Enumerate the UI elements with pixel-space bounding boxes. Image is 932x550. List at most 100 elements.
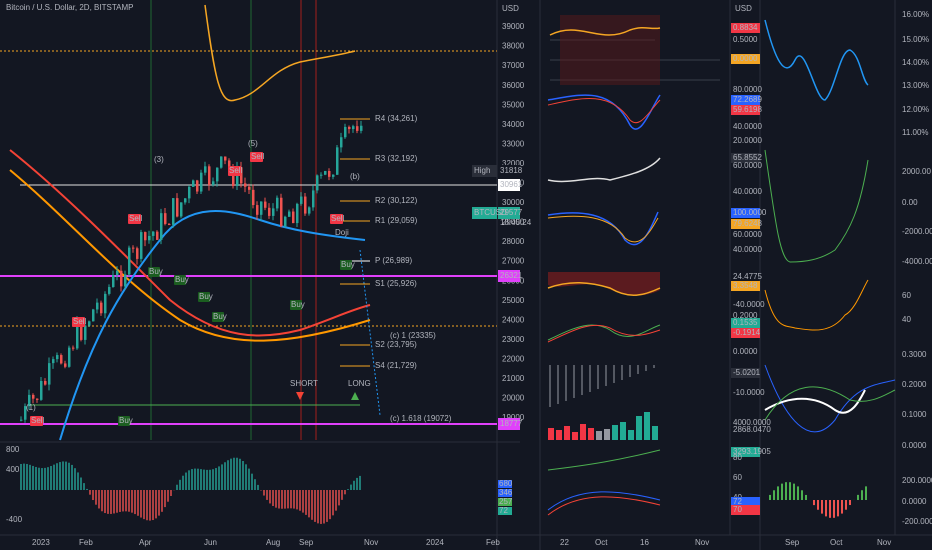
candle xyxy=(356,126,359,131)
axis-label: 60.0000 xyxy=(733,230,762,239)
osc-bar xyxy=(68,462,70,490)
osc-bar xyxy=(320,490,322,524)
osc-bar xyxy=(62,461,64,490)
buy-tag xyxy=(198,292,210,302)
axis-label: 20.0000 xyxy=(733,136,762,145)
osc-bar xyxy=(89,490,91,495)
candle xyxy=(220,156,223,168)
time-label: Feb xyxy=(79,538,93,547)
candle xyxy=(168,223,171,225)
price-label: 21000 xyxy=(502,374,525,383)
hist-bar xyxy=(769,494,771,500)
price-label: 29000 xyxy=(502,218,525,227)
osc-bar xyxy=(143,490,145,520)
osc-bar xyxy=(134,490,136,515)
osc-bar xyxy=(335,490,337,511)
osc-bar xyxy=(326,490,328,522)
highlight xyxy=(315,0,317,440)
time-label: Aug xyxy=(266,538,280,547)
sell-tag xyxy=(30,416,43,426)
osc-bar xyxy=(71,464,73,490)
pivot-label: R4 (34,261) xyxy=(375,114,418,123)
candle xyxy=(316,175,319,191)
price-tag-text: 26321 xyxy=(500,271,523,280)
osc-bar xyxy=(356,477,358,490)
pivot-label: S2 (23,795) xyxy=(375,340,417,349)
osc-bar xyxy=(188,470,190,490)
price-label: 39000 xyxy=(502,22,525,31)
candle xyxy=(332,174,335,177)
currency: USD xyxy=(502,4,519,13)
axis-label: 15.00% xyxy=(902,35,929,44)
axis-label: 0.8834 xyxy=(733,23,758,32)
candle xyxy=(216,167,219,182)
axis-tag xyxy=(731,318,760,328)
axis-label: -200.0000 xyxy=(902,517,932,526)
countdown: 18:45:24 xyxy=(500,218,532,227)
axis-label: 0.0000 xyxy=(733,347,758,356)
osc-bar xyxy=(302,490,304,513)
osc-tag xyxy=(498,489,512,497)
candle xyxy=(312,190,315,208)
osc-bar xyxy=(170,490,172,496)
axis-label: 16.00% xyxy=(902,10,929,19)
osc-bar xyxy=(167,490,169,502)
time-label: 2024 xyxy=(426,538,444,547)
indicator xyxy=(547,496,661,516)
candle xyxy=(200,172,203,192)
short-label: SHORT xyxy=(290,379,318,388)
hist-bar xyxy=(773,490,775,500)
osc-bar xyxy=(218,466,220,490)
price-tag-text: 30961 xyxy=(500,180,523,189)
time-label: Apr xyxy=(139,538,152,547)
price-label: 36000 xyxy=(502,81,525,90)
highlight xyxy=(560,15,660,85)
osc-bar xyxy=(41,468,43,490)
osc-bar xyxy=(191,469,193,490)
osc-bar xyxy=(152,490,154,521)
hist-bar xyxy=(857,494,859,500)
candle xyxy=(180,202,183,217)
osc-bar xyxy=(185,472,187,490)
osc-bar xyxy=(92,490,94,501)
time-label: Nov xyxy=(877,538,891,547)
osc-bar xyxy=(182,475,184,490)
osc-bar xyxy=(299,490,301,511)
indicator xyxy=(549,26,661,36)
candle xyxy=(128,247,131,275)
candle xyxy=(208,166,211,186)
osc-bar xyxy=(329,490,331,520)
price-label: 27000 xyxy=(502,257,525,266)
osc-tag-text: 72 xyxy=(499,506,508,515)
candle xyxy=(108,287,111,294)
axis-tag xyxy=(731,328,760,338)
pivot-label: S4 (21,729) xyxy=(375,361,417,370)
axis-label: 12.00% xyxy=(902,105,929,114)
hist-bar xyxy=(556,430,562,440)
candle xyxy=(196,180,199,192)
price-label: 19000 xyxy=(502,413,525,422)
osc-bar xyxy=(149,490,151,521)
osc-bar xyxy=(308,490,310,518)
buy-text: Buy xyxy=(199,292,213,301)
axis-tag xyxy=(731,95,760,105)
axis-label: 2000.00 xyxy=(902,167,931,176)
osc-bar xyxy=(314,490,316,522)
candle xyxy=(340,137,343,148)
hist-bar xyxy=(628,430,634,440)
candle xyxy=(88,321,91,326)
tag-label xyxy=(472,207,497,219)
hist-bar xyxy=(797,486,799,500)
osc-bar xyxy=(296,490,298,510)
price-tag xyxy=(498,179,520,191)
candle xyxy=(300,196,303,204)
indicator xyxy=(547,491,661,511)
axis-label: 0.5000 xyxy=(733,35,758,44)
price-label: 22000 xyxy=(502,354,525,363)
osc-bar xyxy=(293,490,295,509)
osc-bar xyxy=(29,464,31,490)
osc-bar xyxy=(104,490,106,514)
sell-tag xyxy=(128,214,141,224)
osc-bar xyxy=(98,490,100,509)
